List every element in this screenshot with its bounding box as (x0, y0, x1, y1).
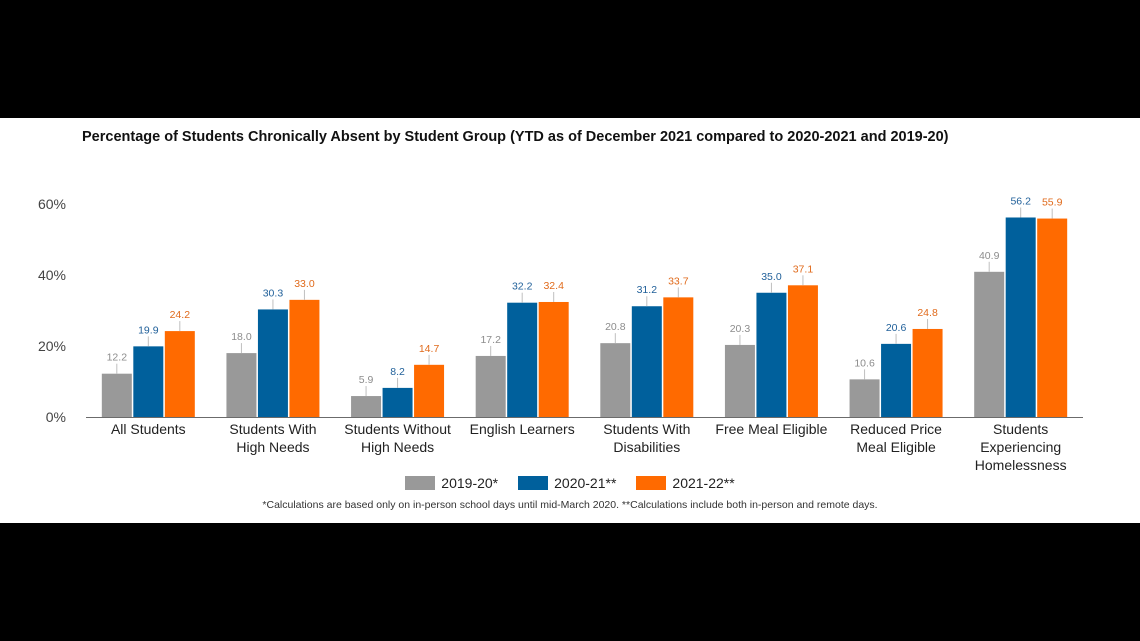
data-label: 17.2 (480, 334, 501, 346)
data-label: 10.6 (854, 357, 875, 369)
x-category-label: Experiencing (980, 439, 1061, 455)
data-label: 20.3 (730, 323, 751, 335)
x-category-label: Meal Eligible (856, 439, 936, 455)
bar (133, 346, 164, 417)
data-label: 33.7 (668, 275, 689, 287)
bar (164, 331, 195, 417)
bar (507, 302, 538, 417)
bar (631, 306, 662, 417)
y-tick-label: 40% (38, 267, 66, 283)
x-category-label: Free Meal Eligible (715, 421, 827, 437)
bar (724, 344, 755, 417)
data-label: 30.3 (263, 287, 284, 299)
x-category-label: Students With (603, 421, 690, 437)
data-label: 55.9 (1042, 197, 1063, 209)
data-label: 8.2 (390, 366, 405, 378)
bar (257, 309, 288, 417)
bar (974, 271, 1005, 417)
bar (414, 364, 445, 417)
bar (849, 379, 880, 417)
data-label: 33.0 (294, 278, 315, 290)
legend-swatch (518, 476, 549, 490)
bar (351, 396, 382, 417)
data-label: 20.8 (605, 321, 626, 333)
data-label: 20.6 (886, 322, 907, 334)
data-label: 5.9 (359, 374, 374, 386)
data-label: 24.2 (170, 309, 191, 321)
y-tick-label: 60% (38, 196, 66, 212)
legend-label: 2021-22** (672, 475, 735, 491)
chart-title: Percentage of Students Chronically Absen… (82, 129, 949, 145)
data-label: 18.0 (231, 331, 252, 343)
bar (912, 328, 943, 417)
bar (881, 343, 912, 417)
x-category-label: Students With (229, 421, 316, 437)
bar (663, 297, 694, 417)
legend-item: 2020-21** (518, 475, 616, 491)
data-label: 24.8 (917, 307, 938, 319)
bar (289, 299, 320, 417)
chart-panel: Percentage of Students Chronically Absen… (0, 118, 1140, 523)
bar-chart: 0% 20% 40% 60% 12.2 19.9 24.2 All Students 18.0 3… (38, 195, 1083, 473)
data-label: 35.0 (761, 271, 782, 283)
bar (600, 343, 631, 417)
data-label: 40.9 (979, 250, 1000, 262)
bar (226, 353, 257, 417)
x-category-label: Homelessness (975, 457, 1067, 473)
data-label: 14.7 (419, 343, 440, 355)
legend: 2019-20* 2020-21** 2021-22** (0, 475, 1140, 491)
legend-swatch (405, 476, 436, 490)
bar (538, 301, 569, 417)
x-category-label: Reduced Price (850, 421, 942, 437)
legend-label: 2020-21** (554, 475, 617, 491)
footnote: *Calculations are based only on in-perso… (262, 499, 878, 511)
x-category-label: Students (993, 421, 1048, 437)
data-label: 12.2 (107, 352, 128, 364)
bar (1037, 218, 1068, 417)
bar (101, 373, 132, 417)
data-label: 56.2 (1010, 195, 1031, 207)
data-label: 32.2 (512, 281, 533, 293)
data-label: 19.9 (138, 324, 159, 336)
legend-swatch (636, 476, 667, 490)
data-label: 37.1 (793, 263, 814, 275)
bar (475, 355, 506, 417)
y-tick-label: 20% (38, 338, 66, 354)
bar (382, 387, 413, 417)
legend-item: 2019-20* (405, 475, 498, 491)
bar (1005, 217, 1036, 417)
y-tick-label: 0% (46, 409, 66, 425)
x-category-label: Students Without (344, 421, 451, 437)
data-label: 31.2 (637, 284, 658, 296)
x-category-label: Disabilities (613, 439, 680, 455)
x-category-label: All Students (111, 421, 186, 437)
x-category-label: English Learners (470, 421, 575, 437)
legend-item: 2021-22** (636, 475, 735, 491)
bar (787, 285, 818, 417)
bar (756, 292, 787, 417)
x-category-label: High Needs (361, 439, 434, 455)
legend-label: 2019-20* (441, 475, 499, 491)
data-label: 32.4 (543, 280, 564, 292)
x-category-label: High Needs (236, 439, 309, 455)
